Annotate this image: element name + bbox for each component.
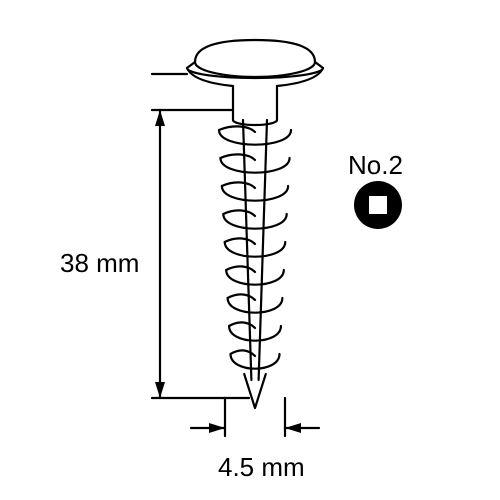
length-dimension-label: 38 mm xyxy=(60,248,139,279)
width-dimension-label: 4.5 mm xyxy=(218,452,305,483)
diagram-stage: 38 mm 4.5 mm No.2 xyxy=(0,0,500,500)
drive-size-label: No.2 xyxy=(348,150,403,181)
